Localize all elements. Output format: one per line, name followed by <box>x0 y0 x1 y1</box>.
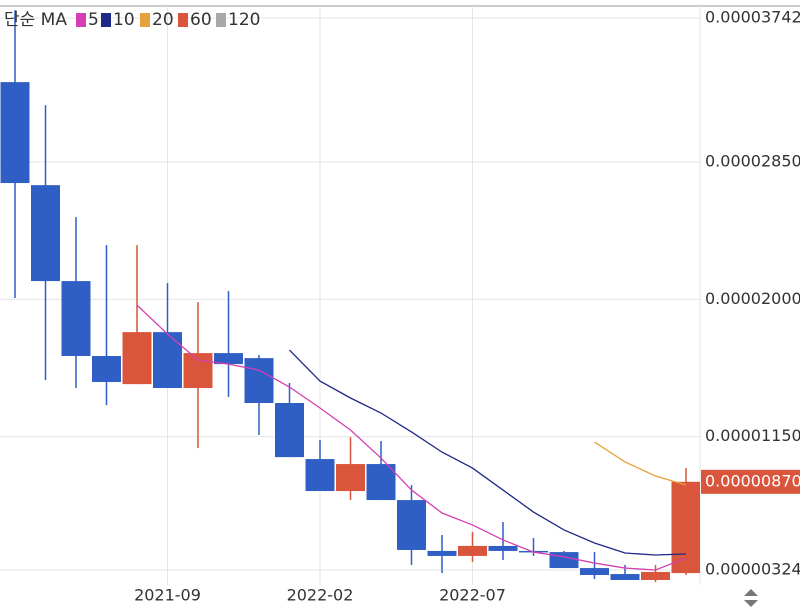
y-tick-label: 0.00002850 <box>705 152 800 171</box>
legend-swatch <box>140 13 150 27</box>
axis: 0.00000324 0.00001150 0.00002000 0.00002850… <box>134 8 800 605</box>
candle-body <box>580 568 609 576</box>
candle-body <box>31 185 60 282</box>
current-price-box <box>701 469 800 494</box>
candle-body <box>336 464 365 492</box>
legend-swatch <box>76 13 86 27</box>
ma-line <box>136 304 687 571</box>
scroll-icon[interactable] <box>744 589 758 607</box>
candle-body <box>397 500 426 550</box>
grid <box>0 6 700 585</box>
candle-body <box>366 464 396 501</box>
legend-swatch <box>216 13 226 27</box>
legend-label: 120 <box>228 10 260 30</box>
candle-body <box>244 358 274 404</box>
x-tick-label: 2022-02 <box>287 586 354 605</box>
legend-label: 5 <box>88 10 99 30</box>
legend-swatch <box>178 13 188 27</box>
x-tick-label: 2022-07 <box>439 586 506 605</box>
candle-body <box>183 353 213 388</box>
plot <box>0 10 700 582</box>
legend-label: 10 <box>113 10 135 30</box>
candle-body <box>61 281 91 357</box>
candle-body <box>92 356 121 383</box>
current-price-label: 0.00000870 <box>705 471 800 490</box>
y-tick-label: 0.00003742 <box>705 8 800 27</box>
candle-body <box>0 82 30 184</box>
candle-body <box>305 459 335 492</box>
candle-body <box>641 571 670 581</box>
candle-body <box>153 332 182 388</box>
candle-body <box>275 403 304 458</box>
y-tick-label: 0.00002000 <box>705 289 800 308</box>
candle-body <box>427 550 457 556</box>
legend-swatch <box>101 13 111 27</box>
ma-line <box>594 441 687 486</box>
x-tick-label: 2021-09 <box>134 586 201 605</box>
candle-body <box>671 481 700 574</box>
candle-body <box>458 545 487 556</box>
legend-label: 20 <box>152 10 174 30</box>
legend: 단순 MA 5 10 20 60 120 <box>4 10 260 30</box>
candle-body <box>122 332 152 385</box>
candle-body <box>610 574 640 581</box>
candle-body <box>214 353 243 365</box>
candle-body <box>488 545 518 551</box>
y-tick-label: 0.00000324 <box>705 560 800 579</box>
legend-title: 단순 MA <box>4 10 67 30</box>
ma-line <box>289 349 687 556</box>
legend-label: 60 <box>190 10 212 30</box>
candle-body <box>549 552 579 569</box>
y-tick-label: 0.00001150 <box>705 426 800 445</box>
